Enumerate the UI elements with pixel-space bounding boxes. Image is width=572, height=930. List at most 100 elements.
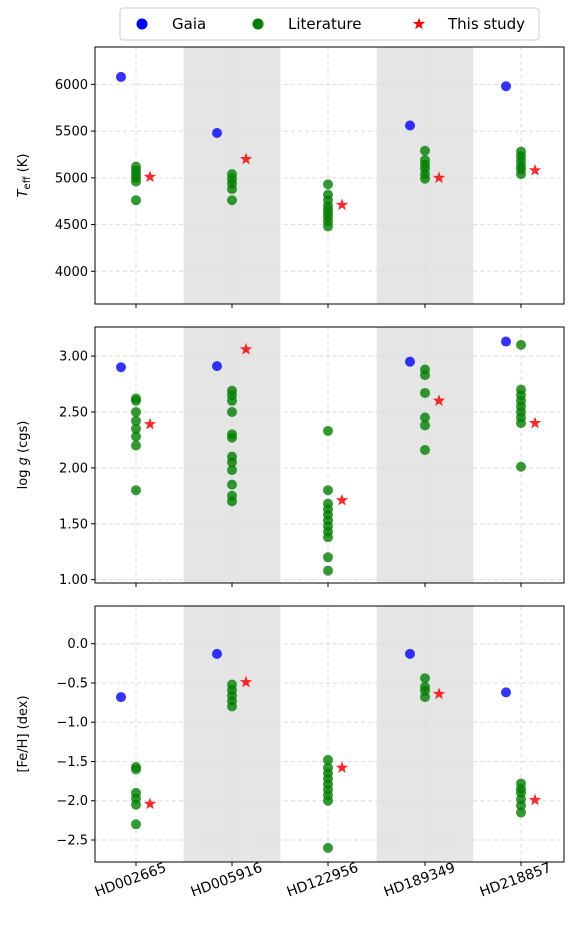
y-tick-label: 4500 <box>55 218 88 233</box>
point-gaia <box>116 362 126 373</box>
point-literature <box>516 807 526 818</box>
point-this-study <box>335 198 349 211</box>
point-this-study <box>335 761 349 774</box>
point-this-study <box>528 163 542 176</box>
y-tick-label: 0.0 <box>67 637 88 652</box>
y-tick-label: −1.5 <box>56 755 88 770</box>
point-this-study <box>143 417 157 430</box>
panel-3: −2.5 −2.0 −1.5 −1.0 −0.5 0.0 [Fe/H] (dex) <box>16 605 565 866</box>
point-this-study <box>432 394 446 407</box>
legend-marker-literature <box>252 18 264 30</box>
point-literature <box>227 679 237 690</box>
panel-frame <box>94 46 565 305</box>
point-literature <box>420 155 430 166</box>
point-literature <box>227 169 237 180</box>
y-tick-label: 3.00 <box>59 350 88 365</box>
point-literature <box>131 819 141 830</box>
point-gaia <box>116 692 126 703</box>
panel-2: 1.00 1.50 2.00 2.50 3.00 log g (cgs) <box>16 326 565 588</box>
point-literature <box>420 412 430 423</box>
point-this-study <box>335 493 349 506</box>
point-literature <box>131 787 141 798</box>
point-this-study <box>528 416 542 429</box>
point-gaia <box>501 81 511 92</box>
y-tick-label: −2.0 <box>56 794 88 809</box>
point-this-study <box>239 342 253 355</box>
legend-marker-this-study <box>412 17 426 30</box>
point-literature <box>227 465 237 476</box>
y-tick-label: 2.00 <box>59 461 88 476</box>
point-literature <box>323 842 333 853</box>
legend-marker-gaia <box>136 18 148 30</box>
point-literature <box>131 423 141 434</box>
y-tick-label: −0.5 <box>56 676 88 691</box>
point-literature <box>323 498 333 509</box>
y-tick-label: 4000 <box>55 265 88 280</box>
point-literature <box>323 179 333 190</box>
point-literature <box>323 762 333 773</box>
y-tick-label: 5500 <box>55 125 88 140</box>
point-literature <box>420 444 430 455</box>
point-literature <box>516 778 526 789</box>
y-tick-label: 5000 <box>55 171 88 186</box>
point-literature <box>131 431 141 442</box>
legend-label-gaia: Gaia <box>172 15 206 33</box>
legend-label-literature: Literature <box>288 15 361 33</box>
point-this-study <box>239 152 253 165</box>
y-tick-label: 6000 <box>55 78 88 93</box>
point-literature <box>323 565 333 576</box>
point-literature <box>131 440 141 451</box>
point-literature <box>227 490 237 501</box>
panel-frame <box>94 326 565 584</box>
y-axis-label: Teff (K) <box>16 154 33 198</box>
panels: 4000 4500 5000 5500 6000 Teff (K) 1.00 1.50 2.00… <box>16 46 565 901</box>
point-literature <box>227 429 237 440</box>
point-literature <box>420 364 430 375</box>
point-literature <box>131 761 141 772</box>
x-tick-label: HD218857 <box>478 860 554 901</box>
point-literature <box>227 479 237 490</box>
point-literature <box>323 425 333 436</box>
point-this-study <box>239 675 253 688</box>
y-tick-label: 1.00 <box>59 573 88 588</box>
point-literature <box>516 461 526 472</box>
point-literature <box>420 673 430 684</box>
x-tick-label: HD122956 <box>285 860 361 901</box>
point-this-study <box>143 170 157 183</box>
x-tick-label: HD002665 <box>93 860 169 901</box>
legend: Gaia Literature This study <box>119 7 540 41</box>
point-gaia <box>212 361 222 372</box>
panel-1: 4000 4500 5000 5500 6000 Teff (K) <box>16 46 565 308</box>
point-literature <box>323 485 333 496</box>
point-gaia <box>116 71 126 82</box>
point-gaia <box>501 687 511 698</box>
y-tick-label: −2.5 <box>56 834 88 849</box>
point-gaia <box>405 356 415 367</box>
point-literature <box>420 145 430 156</box>
point-literature <box>131 393 141 404</box>
point-gaia <box>405 648 415 659</box>
point-literature <box>420 681 430 692</box>
point-literature <box>227 195 237 206</box>
point-this-study <box>528 793 542 806</box>
point-literature <box>323 189 333 200</box>
point-gaia <box>501 336 511 347</box>
point-gaia <box>405 120 415 131</box>
point-literature <box>131 415 141 426</box>
panel-frame <box>94 605 565 863</box>
point-this-study <box>143 797 157 810</box>
y-axis-label: [Fe/H] (dex) <box>16 695 31 772</box>
y-tick-label: −1.0 <box>56 716 88 731</box>
legend-label-this-study: This study <box>447 15 525 33</box>
point-literature <box>131 485 141 496</box>
x-tick-label: HD189349 <box>382 860 458 901</box>
point-literature <box>516 339 526 350</box>
point-literature <box>323 552 333 563</box>
point-literature <box>131 406 141 417</box>
point-literature <box>227 451 237 462</box>
point-gaia <box>212 648 222 659</box>
y-axis-label: log g (cgs) <box>16 421 31 490</box>
legend-box <box>119 7 540 41</box>
x-tick-label: HD005916 <box>189 860 265 901</box>
point-literature <box>131 195 141 206</box>
